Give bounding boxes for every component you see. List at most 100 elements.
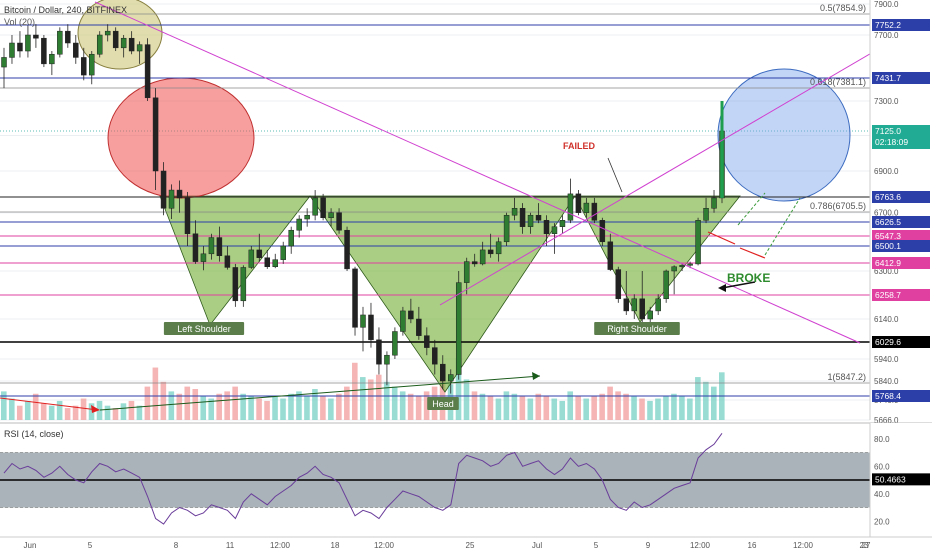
symbol-title: Bitcoin / Dollar, 240, BITFINEX (4, 5, 128, 15)
candle-body (623, 298, 630, 312)
countdown-label: 02:18:09 (875, 137, 908, 147)
time-tick-label: 12:00 (374, 541, 395, 550)
volume-indicator-label: Vol (20) (4, 17, 36, 27)
candle-body (448, 374, 454, 382)
price-tick-label: 7900.0 (874, 0, 899, 9)
volume-bar (647, 400, 653, 420)
price-tick-label: 5666.0 (874, 416, 899, 425)
candle-body (240, 267, 247, 302)
volume-bar (527, 398, 534, 420)
price-level-tag (872, 240, 930, 252)
candle-body (671, 266, 677, 272)
blue-circle (717, 68, 851, 202)
candle-body (440, 363, 446, 382)
candle-body (168, 189, 175, 209)
volume-bar (623, 393, 629, 420)
volume-bar (80, 398, 87, 420)
candle-body (312, 197, 318, 216)
volume-bar (136, 405, 143, 420)
time-tick-label: 12:00 (793, 541, 814, 550)
volume-bar (551, 398, 558, 420)
volume-bar (583, 398, 589, 420)
volume-bar (336, 393, 342, 420)
candle-body (280, 245, 286, 260)
candle-body (631, 298, 637, 312)
time-tick-label: 5 (594, 541, 599, 550)
price-tick-label: 7700.0 (874, 31, 899, 40)
candle-body (25, 34, 31, 52)
fib-level-label: 0.618(7381.1) (810, 77, 866, 87)
candle-body (49, 53, 55, 65)
broke-arrow-head (718, 284, 726, 292)
broke-label: BROKE (727, 271, 770, 285)
candle-body (344, 229, 350, 270)
red-forecast-1 (707, 231, 736, 245)
volume-bar (232, 386, 238, 420)
time-tick-label: 8 (174, 541, 179, 550)
volume-bar (176, 393, 183, 420)
candle-body (471, 261, 478, 265)
candle-body (583, 202, 590, 213)
price-tick-label: 6900.0 (874, 167, 899, 176)
candle-body (424, 335, 430, 348)
price-level-tag (872, 336, 930, 348)
green-arrow-line (99, 375, 541, 411)
green-arrow-head (532, 372, 540, 380)
volume-bar (104, 405, 111, 420)
candle-body (65, 30, 71, 44)
candle-body (567, 193, 574, 221)
volume-bar (288, 393, 294, 420)
volume-bar (495, 398, 502, 420)
volume-bar (1, 391, 7, 420)
price-level-tag-label: 5768.4 (875, 391, 901, 401)
candle-body (647, 310, 653, 320)
candle-body (535, 214, 542, 221)
price-level-tag (872, 230, 930, 242)
candle-body (519, 208, 526, 227)
red-forecast-2 (739, 247, 766, 259)
volume-bar (24, 400, 31, 420)
price-axis-bg (870, 0, 932, 420)
volume-bar (535, 393, 542, 420)
candles (1, 24, 725, 394)
volume-bar (591, 396, 597, 420)
red-arrow-head (91, 405, 100, 413)
candle-body (73, 42, 79, 58)
volume-bar (96, 400, 103, 420)
volume-bar (192, 389, 199, 420)
candle-body (687, 263, 693, 266)
price-level-tag-label: 6412.9 (875, 258, 901, 268)
price-level-tag (872, 19, 930, 31)
candle-body (368, 314, 374, 341)
candle-body (232, 267, 239, 302)
candle-body (655, 298, 661, 312)
volume-bar (312, 389, 318, 420)
red-circle (107, 77, 255, 199)
volume-bar (72, 405, 79, 420)
price-level-tag-label: 6547.3 (875, 231, 901, 241)
price-level-tag (872, 72, 930, 84)
pattern-drawings (77, 0, 851, 393)
rsi-indicator-label: RSI (14, close) (4, 429, 64, 439)
candle-body (272, 259, 278, 267)
volume-bar (248, 396, 254, 420)
volume-bar (352, 362, 358, 420)
right-shoulder-label-bg (594, 322, 680, 335)
candle-body (17, 42, 23, 52)
candle-body (144, 44, 151, 99)
price-tick-label: 5940.0 (874, 355, 899, 364)
volume-bar (399, 391, 406, 420)
price-level-tag (872, 390, 930, 402)
volume-bar (407, 393, 414, 420)
candle-body (711, 197, 717, 209)
candle-body (639, 298, 645, 320)
candle-body (703, 208, 709, 221)
forecast-arrow-1 (737, 192, 766, 226)
rsi-tick-label: 20.0 (874, 517, 890, 526)
candle-body (543, 220, 550, 235)
volume-bar (304, 396, 310, 420)
volume-bar (296, 391, 302, 420)
candle-body (192, 233, 199, 262)
annotation-labels: Left Shoulder Head Right Shoulder FAILED BRO… (163, 141, 770, 410)
